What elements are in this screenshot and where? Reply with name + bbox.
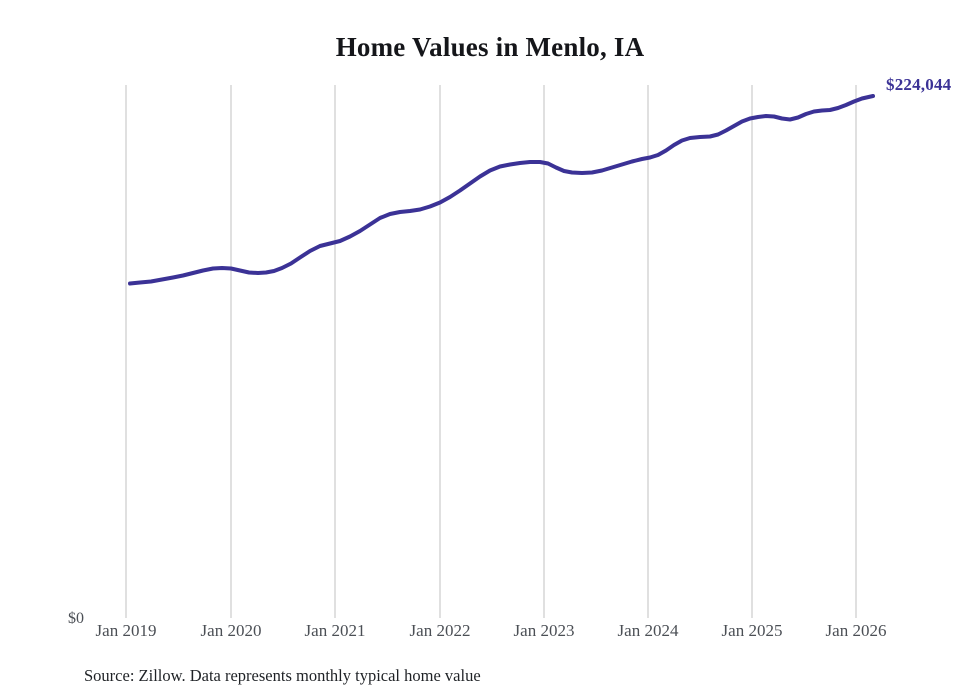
x-tick-jan-2024: Jan 2024 [617,621,679,640]
end-value-annotation: $224,044 [886,75,952,94]
x-tick-jan-2025: Jan 2025 [721,621,783,640]
x-tick-jan-2022: Jan 2022 [409,621,471,640]
x-tick-jan-2019: Jan 2019 [95,621,157,640]
home-value-line [128,94,875,286]
y-axis-zero-label: $0 [68,610,84,627]
source-note: Source: Zillow. Data represents monthly … [84,666,481,685]
x-tick-jan-2021: Jan 2021 [304,621,366,640]
x-tick-jan-2023: Jan 2023 [513,621,575,640]
x-tick-jan-2020: Jan 2020 [200,621,262,640]
page-title: Home Values in Menlo, IA [335,32,645,62]
gridline-group [125,85,857,618]
x-tick-jan-2026: Jan 2026 [825,621,887,640]
